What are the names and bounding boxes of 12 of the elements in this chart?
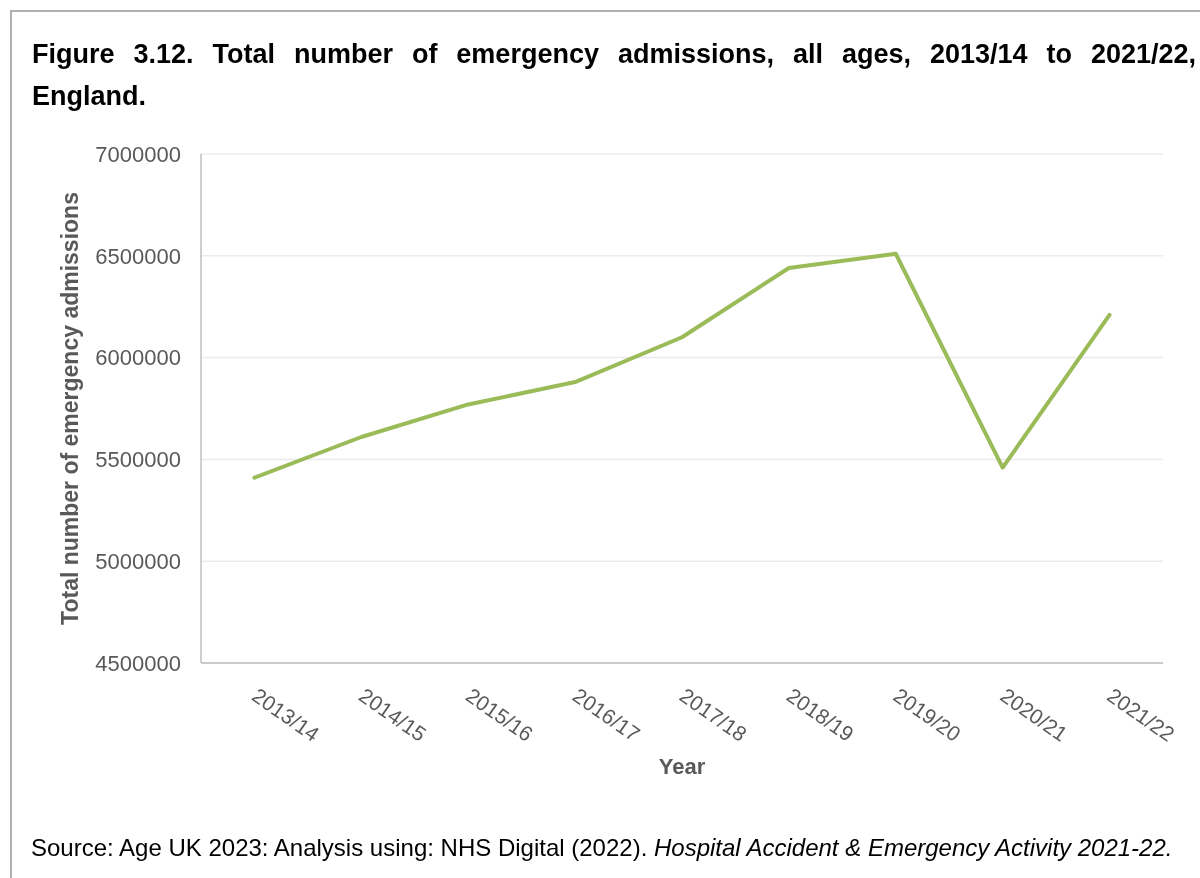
y-axis-title: Total number of emergency admissions [57,192,83,625]
line-series [252,251,1112,480]
y-tick-label: 5000000 [95,549,181,575]
y-tick-label: 5500000 [95,447,181,473]
y-tick-label: 4500000 [95,650,181,676]
x-axis-title: Year [658,753,706,779]
chart-title: Figure 3.12. Total number of emergency admissions, all ages, 2013/14 to 2021/22, England. [32,38,1196,113]
y-tick-label: 6500000 [95,243,181,269]
source-note: Source: Age UK 2023: Analysis using: NHS Digital (2022). [31,834,648,861]
y-tick-label: 7000000 [95,141,181,167]
y-tick-label: 6000000 [95,345,181,371]
text: Hospital Accident & Emergency Activity 2021-22. [653,834,1173,861]
